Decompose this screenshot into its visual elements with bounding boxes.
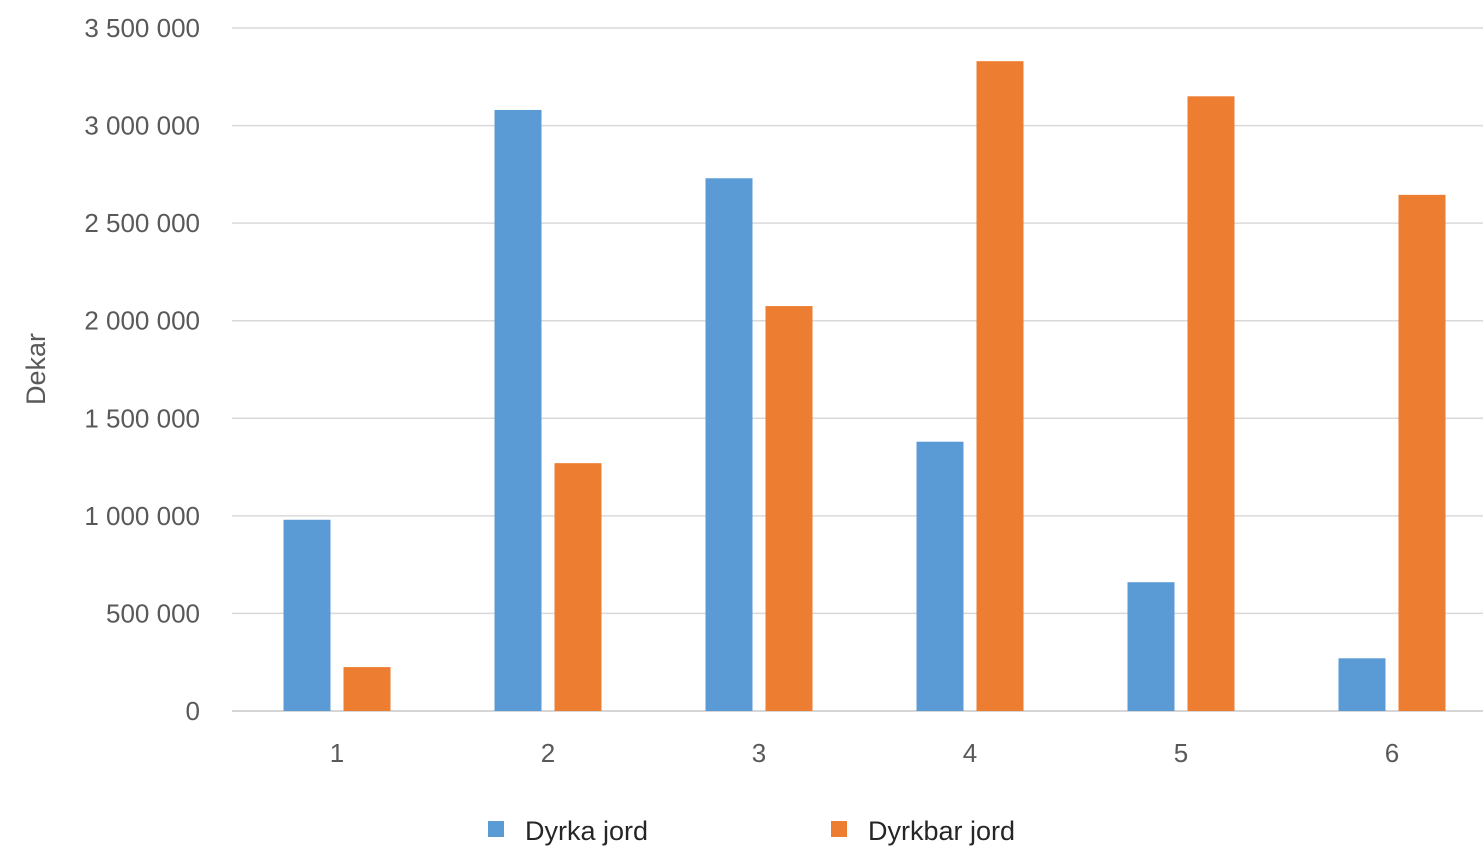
bar-dyrka-4 <box>916 441 964 711</box>
legend-label: Dyrka jord <box>525 816 648 846</box>
bar-dyrkbar-2 <box>554 463 602 711</box>
y-tick-label: 3 000 000 <box>84 111 200 141</box>
y-tick-label: 2 500 000 <box>84 208 200 238</box>
x-tick-label: 1 <box>330 738 344 768</box>
y-tick-label: 500 000 <box>106 598 200 628</box>
bar-dyrkbar-6 <box>1398 194 1446 711</box>
gridlines <box>232 27 1483 712</box>
bar-dyrkbar-1 <box>343 667 391 711</box>
y-tick-label: 1 500 000 <box>84 403 200 433</box>
legend-swatch <box>488 821 504 837</box>
bar-dyrka-5 <box>1127 582 1175 711</box>
x-tick-label: 3 <box>752 738 766 768</box>
y-tick-label: 3 500 000 <box>84 13 200 43</box>
legend: Dyrka jord Dyrkbar jord <box>488 816 1015 846</box>
bars <box>283 61 1446 712</box>
x-tick-label: 6 <box>1385 738 1399 768</box>
x-tick-label: 2 <box>541 738 555 768</box>
y-tick-label: 0 <box>186 696 200 726</box>
bar-dyrka-1 <box>283 519 331 711</box>
y-axis-title: Dekar <box>21 333 51 405</box>
x-tick-label: 5 <box>1174 738 1188 768</box>
legend-swatch <box>831 821 847 837</box>
bar-dyrka-2 <box>494 109 542 711</box>
y-tick-label: 1 000 000 <box>84 501 200 531</box>
y-tick-label: 2 000 000 <box>84 306 200 336</box>
x-axis-ticks: 1 2 3 4 5 6 <box>330 738 1399 768</box>
legend-label: Dyrkbar jord <box>868 816 1015 846</box>
bar-dyrkbar-5 <box>1187 96 1235 712</box>
x-tick-label: 4 <box>963 738 977 768</box>
bar-dyrkbar-3 <box>765 306 813 711</box>
y-axis-ticks: 0 500 000 1 000 000 1 500 000 2 000 000 2 500… <box>84 13 200 726</box>
bar-dyrka-3 <box>705 178 753 711</box>
bar-dyrka-6 <box>1338 658 1386 711</box>
bar-dyrkbar-4 <box>976 61 1024 711</box>
